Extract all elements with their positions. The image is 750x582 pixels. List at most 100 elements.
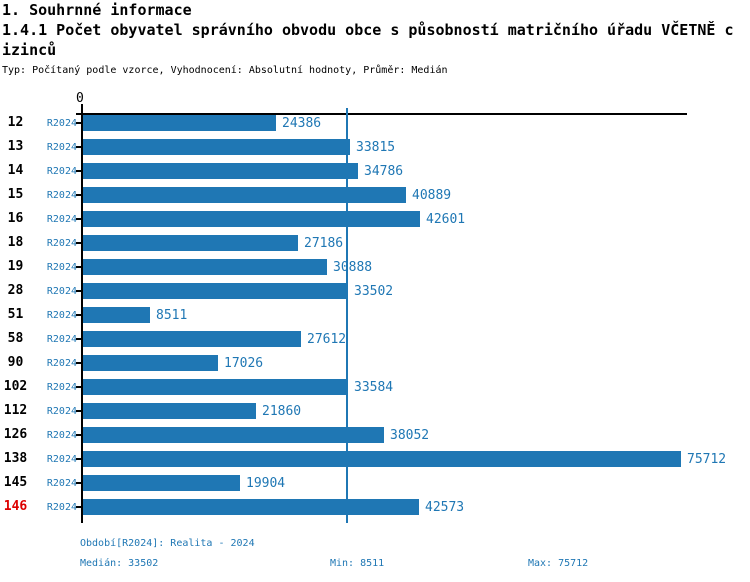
bar-value-label: 75712 (687, 452, 727, 467)
report-section-title: 1. Souhrnné informace (2, 1, 192, 19)
bar (83, 499, 419, 515)
row-series-label: R2024 (46, 118, 77, 129)
row-category-label: 51 (7, 307, 24, 322)
row-category-label: 12 (7, 115, 24, 130)
chart-row: 90 R2024 17026 (0, 355, 750, 371)
y-axis-tick (76, 290, 82, 292)
row-category-label: 145 (3, 475, 28, 490)
bar-value-label: 8511 (156, 308, 188, 323)
row-category-label: 18 (7, 235, 24, 250)
row-category-label: 112 (3, 403, 28, 418)
bar (83, 355, 218, 371)
row-series-label: R2024 (46, 190, 77, 201)
y-axis-tick (76, 506, 82, 508)
chart-row: 51 R2024 8511 (0, 307, 750, 323)
bar (83, 403, 256, 419)
row-category-label: 16 (7, 211, 24, 226)
x-axis-zero-label: 0 (76, 91, 84, 106)
row-series-label: R2024 (46, 406, 77, 417)
chart-row: 146 R2024 42573 (0, 499, 750, 515)
row-series-label: R2024 (46, 286, 77, 297)
row-series-label: R2024 (46, 238, 77, 249)
row-category-label: 126 (3, 427, 28, 442)
y-axis-tick (76, 242, 82, 244)
chart-row: 16 R2024 42601 (0, 211, 750, 227)
y-axis-tick (76, 458, 82, 460)
row-category-label: 90 (7, 355, 24, 370)
y-axis-tick (76, 362, 82, 364)
chart-row: 14 R2024 34786 (0, 163, 750, 179)
row-category-label: 58 (7, 331, 24, 346)
row-category-label: 19 (7, 259, 24, 274)
bar-value-label: 34786 (364, 164, 404, 179)
chart-title-line1: 1.4.1 Počet obyvatel správního obvodu ob… (2, 21, 734, 39)
bar (83, 451, 681, 467)
bar (83, 427, 384, 443)
bar (83, 259, 327, 275)
row-series-label: R2024 (46, 262, 77, 273)
row-series-label: R2024 (46, 310, 77, 321)
y-axis-tick (76, 314, 82, 316)
chart-row: 58 R2024 27612 (0, 331, 750, 347)
chart-row: 102 R2024 33584 (0, 379, 750, 395)
bar (83, 475, 240, 491)
footer-max-label: Max: 75712 (528, 558, 589, 569)
bar-value-label: 33502 (354, 284, 394, 299)
bar (83, 331, 301, 347)
row-category-label: 138 (3, 451, 28, 466)
footer-min-label: Min: 8511 (330, 558, 385, 569)
bar (83, 115, 276, 131)
bar (83, 379, 348, 395)
row-series-label: R2024 (46, 214, 77, 225)
row-category-label: 13 (7, 139, 24, 154)
row-series-label: R2024 (46, 478, 77, 489)
bar (83, 187, 406, 203)
bar-value-label: 19904 (246, 476, 286, 491)
y-axis-tick (76, 482, 82, 484)
y-axis-tick (76, 410, 82, 412)
chart-row: 138 R2024 75712 (0, 451, 750, 467)
bar-value-label: 27612 (307, 332, 347, 347)
row-series-label: R2024 (46, 430, 77, 441)
chart-row: 19 R2024 30888 (0, 259, 750, 275)
footer-period-label: Období[R2024]: Realita - 2024 (80, 538, 255, 549)
bar-value-label: 27186 (304, 236, 344, 251)
y-axis-line (81, 104, 83, 523)
y-axis-tick (76, 122, 82, 124)
bar-value-label: 33584 (354, 380, 394, 395)
y-axis-tick (76, 338, 82, 340)
y-axis-tick (76, 434, 82, 436)
row-series-label: R2024 (46, 502, 77, 513)
row-series-label: R2024 (46, 358, 77, 369)
chart-row: 112 R2024 21860 (0, 403, 750, 419)
bar-value-label: 38052 (390, 428, 430, 443)
chart-row: 126 R2024 38052 (0, 427, 750, 443)
row-series-label: R2024 (46, 334, 77, 345)
row-series-label: R2024 (46, 166, 77, 177)
bar (83, 307, 150, 323)
chart-title-line2: izinců (2, 41, 57, 59)
bar-value-label: 21860 (262, 404, 302, 419)
bar (83, 163, 358, 179)
bar (83, 235, 298, 251)
bar (83, 139, 350, 155)
row-series-label: R2024 (46, 142, 77, 153)
footer-median-label: Medián: 33502 (80, 558, 159, 569)
median-reference-line (346, 108, 348, 523)
bar-value-label: 17026 (224, 356, 264, 371)
y-axis-tick (76, 194, 82, 196)
chart-row: 18 R2024 27186 (0, 235, 750, 251)
bar-value-label: 40889 (412, 188, 452, 203)
row-series-label: R2024 (46, 382, 77, 393)
row-category-label: 28 (7, 283, 24, 298)
x-axis-line (76, 113, 687, 115)
chart-row: 145 R2024 19904 (0, 475, 750, 491)
chart-row: 13 R2024 33815 (0, 139, 750, 155)
row-category-label: 102 (3, 379, 28, 394)
y-axis-tick (76, 266, 82, 268)
y-axis-tick (76, 218, 82, 220)
chart-row: 15 R2024 40889 (0, 187, 750, 203)
bar-value-label: 33815 (356, 140, 396, 155)
bar-value-label: 42601 (426, 212, 466, 227)
